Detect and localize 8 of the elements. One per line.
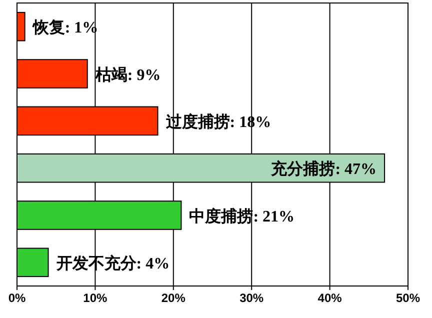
data-label: 枯竭: 9% (94, 66, 161, 84)
x-tick-label: 10% (83, 291, 108, 305)
data-label: 充分捕捞: 47% (270, 160, 377, 178)
x-tick-label: 50% (396, 291, 420, 305)
x-tick-label: 30% (240, 291, 264, 305)
x-tick-label: 40% (318, 291, 342, 305)
x-tick-label: 20% (161, 291, 186, 305)
x-tick-label: 0% (8, 291, 26, 305)
